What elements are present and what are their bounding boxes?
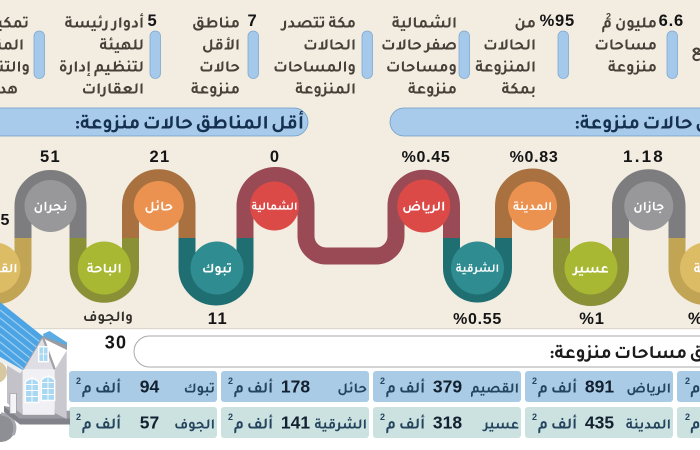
svg-text:2: 2 — [685, 376, 690, 386]
svg-text:2: 2 — [532, 376, 537, 386]
svg-text:141: 141 — [281, 413, 310, 433]
svg-text:6.6: 6.6 — [659, 12, 684, 30]
svg-text:1.18: 1.18 — [623, 147, 665, 166]
svg-text:51: 51 — [40, 148, 61, 166]
svg-text:2: 2 — [228, 412, 233, 422]
svg-text:%0.45: %0.45 — [402, 149, 451, 166]
svg-text:435: 435 — [585, 413, 614, 433]
svg-text:178: 178 — [281, 377, 310, 397]
svg-text:379: 379 — [433, 377, 462, 397]
svg-text:%0.55: %0.55 — [453, 311, 502, 328]
svg-text:94: 94 — [140, 377, 160, 397]
svg-text:7: 7 — [248, 12, 258, 30]
svg-text:57: 57 — [140, 413, 159, 433]
svg-text:2: 2 — [76, 412, 81, 422]
svg-text:318: 318 — [433, 413, 462, 433]
svg-text:0: 0 — [270, 148, 279, 166]
svg-text:2: 2 — [228, 376, 233, 386]
svg-text:%95: %95 — [688, 310, 700, 328]
svg-text:891: 891 — [585, 377, 614, 397]
svg-text:21: 21 — [150, 148, 171, 166]
svg-text:%1: %1 — [579, 310, 604, 328]
svg-text:5: 5 — [1, 212, 10, 229]
svg-text:2: 2 — [606, 12, 611, 22]
svg-text:2: 2 — [380, 412, 385, 422]
svg-text:%0.83: %0.83 — [510, 149, 559, 166]
svg-text:2: 2 — [76, 376, 81, 386]
svg-text:2: 2 — [685, 412, 690, 422]
svg-text:2: 2 — [380, 376, 385, 386]
svg-text:2: 2 — [532, 412, 537, 422]
svg-text:30: 30 — [105, 333, 127, 353]
svg-text:11: 11 — [208, 310, 228, 328]
svg-text:5: 5 — [148, 12, 158, 30]
svg-text:%95: %95 — [540, 12, 575, 30]
